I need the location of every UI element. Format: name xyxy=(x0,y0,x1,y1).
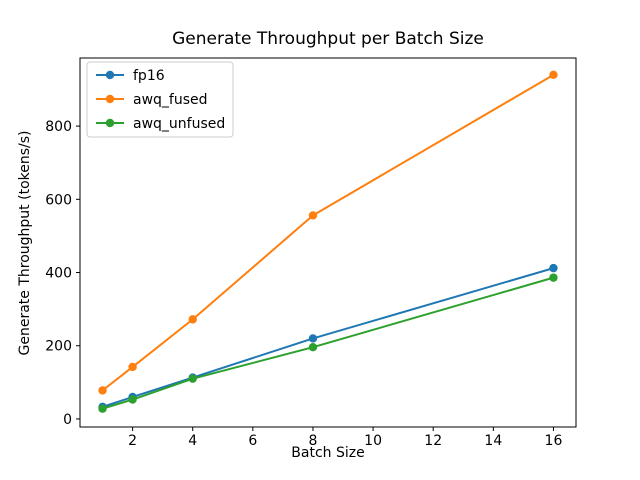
series-marker-awq_fused xyxy=(308,211,318,220)
axes-frame xyxy=(79,57,577,428)
y-tick-label: 200 xyxy=(45,339,72,355)
legend-marker-sample xyxy=(105,118,115,128)
chart-title: Generate Throughput per Batch Size xyxy=(172,29,484,49)
x-tick-label: 6 xyxy=(248,433,257,449)
y-tick-label: 0 xyxy=(63,412,72,428)
series-marker-awq_fused xyxy=(549,70,558,80)
series-marker-awq_unfused xyxy=(128,395,137,404)
x-axis-label: Batch Size xyxy=(291,445,365,461)
x-tick-label: 12 xyxy=(424,433,442,449)
series-marker-awq_fused xyxy=(188,315,197,324)
x-tick-label: 14 xyxy=(484,433,502,449)
x-tick-label: 2 xyxy=(128,433,137,449)
series-marker-fp16 xyxy=(308,334,318,343)
legend-box xyxy=(86,61,234,138)
series-marker-awq_unfused xyxy=(549,273,558,282)
series-marker-awq_unfused xyxy=(308,342,318,352)
y-tick-label: 400 xyxy=(45,266,72,282)
series-marker-awq_unfused xyxy=(188,374,197,383)
legend-marker-sample xyxy=(105,70,115,80)
series-marker-awq_unfused xyxy=(98,404,107,413)
legend-marker-sample xyxy=(105,94,115,104)
legend-label-awq_unfused: awq_unfused xyxy=(133,116,225,132)
legend-label-awq_fused: awq_fused xyxy=(133,92,208,108)
y-tick-label: 800 xyxy=(45,119,72,135)
series-line-awq_unfused xyxy=(102,276,554,410)
series-marker-fp16 xyxy=(549,263,558,273)
x-tick-label: 8 xyxy=(309,433,318,449)
legend-label-fp16: fp16 xyxy=(133,68,165,84)
x-tick-label: 16 xyxy=(545,433,563,449)
series-marker-awq_fused xyxy=(98,386,107,395)
x-tick-label: 10 xyxy=(364,433,382,449)
x-tick-label: 4 xyxy=(188,433,197,449)
y-tick-label: 600 xyxy=(45,192,72,208)
series-marker-awq_fused xyxy=(128,362,137,372)
